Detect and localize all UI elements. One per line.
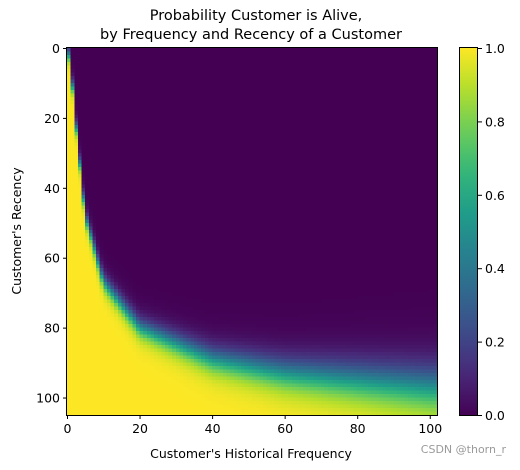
- x-axis-label: Customer's Historical Frequency: [150, 446, 352, 461]
- chart-title-line-2: by Frequency and Recency of a Customer: [100, 27, 402, 43]
- x-tick-label: 80: [350, 421, 366, 436]
- colorbar-ticks: 0.0 0.2 0.4 0.6 0.8 1.0: [478, 41, 505, 423]
- colorbar-tick-label: 0.0: [485, 408, 505, 423]
- colorbar: 0.0 0.2 0.4 0.6 0.8 1.0: [459, 41, 505, 423]
- x-axis-ticks: 0 20 40 60 80 100: [64, 415, 442, 436]
- y-tick-label: 20: [44, 111, 60, 126]
- y-tick-label: 80: [44, 321, 60, 336]
- heatmap-image: [67, 48, 437, 415]
- colorbar-tick-label: 0.4: [485, 261, 505, 276]
- x-tick-label: 60: [277, 421, 293, 436]
- heatmap-cells: [67, 48, 437, 415]
- colorbar-gradient: [459, 47, 478, 416]
- y-tick-label: 0: [52, 41, 60, 56]
- x-tick-label: 20: [132, 421, 148, 436]
- x-tick-label: 100: [418, 421, 442, 436]
- y-axis-label: Customer's Recency: [9, 167, 24, 295]
- y-tick-label: 60: [44, 251, 60, 266]
- colorbar-tick-label: 0.6: [485, 188, 505, 203]
- colorbar-tick-label: 0.2: [485, 335, 505, 350]
- colorbar-tick-label: 1.0: [485, 41, 505, 56]
- y-axis-ticks: 0 20 40 60 80 100: [36, 41, 67, 406]
- y-tick-label: 100: [36, 391, 60, 406]
- x-tick-label: 0: [64, 421, 72, 436]
- colorbar-tick-label: 0.8: [485, 114, 505, 129]
- plot-frame: [66, 47, 438, 416]
- watermark: CSDN @thorn_r: [420, 443, 506, 456]
- chart-title-line-1: Probability Customer is Alive,: [150, 8, 363, 24]
- y-tick-label: 40: [44, 181, 60, 196]
- chart-title: Probability Customer is Alive, by Freque…: [100, 8, 402, 43]
- x-tick-label: 40: [205, 421, 221, 436]
